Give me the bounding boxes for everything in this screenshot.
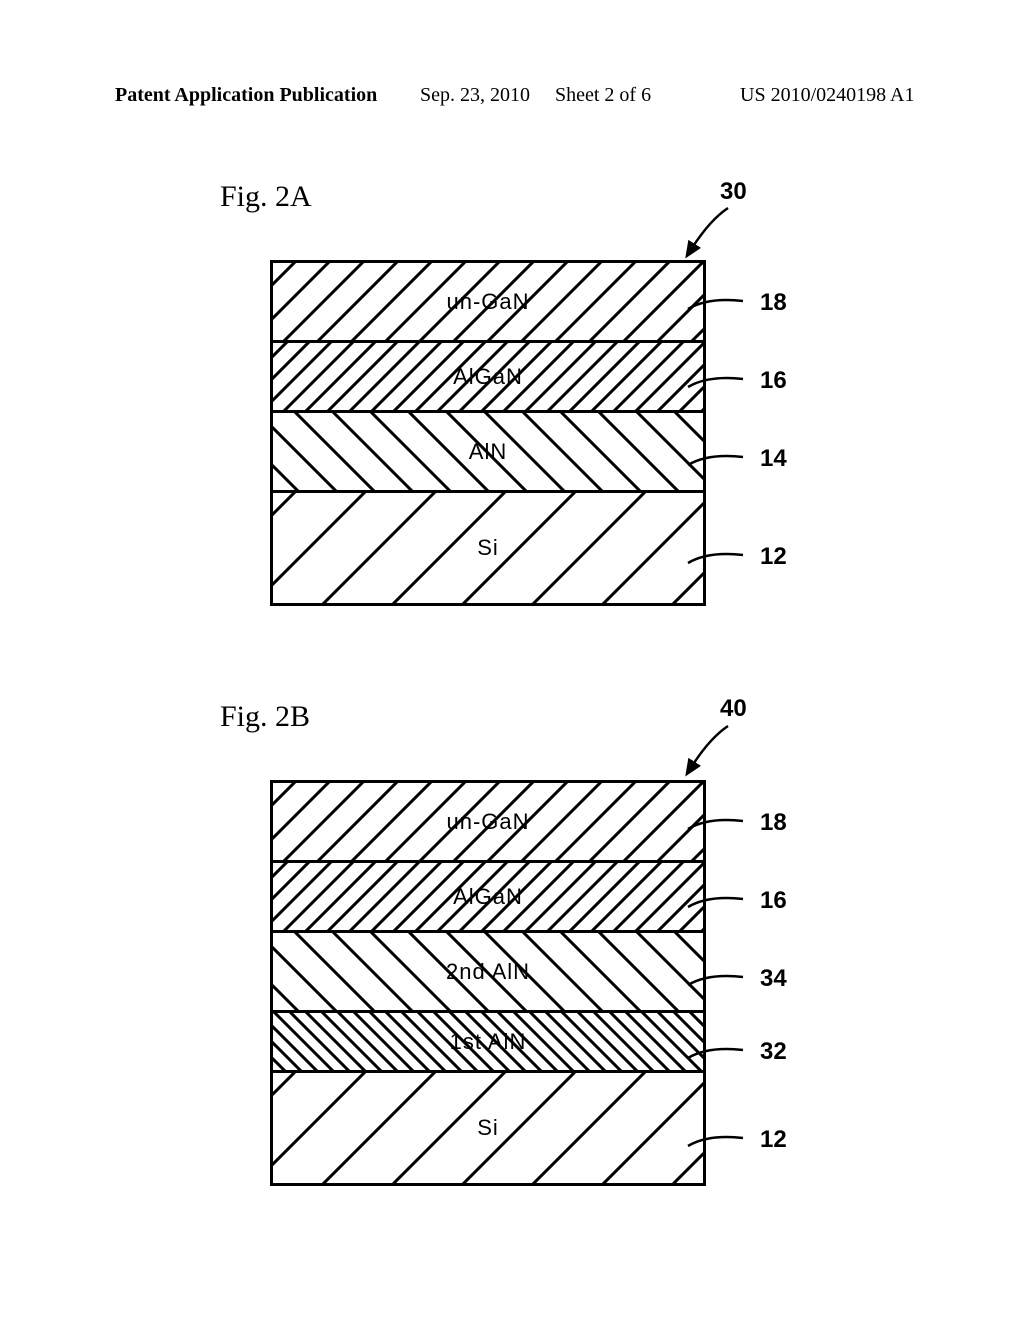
arrow-40 (680, 718, 740, 778)
layer-label: AlGaN (453, 884, 523, 910)
ref-34: 34 (760, 965, 787, 993)
layer-label: 2nd AlN (446, 959, 530, 985)
layer-stack-2a: un-GaN AlGaN AlN Si (270, 260, 706, 606)
ref-14: 14 (760, 445, 787, 473)
ref-18: 18 (760, 809, 787, 837)
layer-2nd-aln: 2nd AlN (273, 933, 703, 1013)
header-publication: Patent Application Publication (115, 84, 377, 107)
layer-label: 1st AlN (450, 1029, 527, 1055)
ref-12: 12 (760, 543, 787, 571)
layer-un-gan: un-GaN (273, 263, 703, 343)
layer-1st-aln: 1st AlN (273, 1013, 703, 1073)
layer-label: Si (477, 535, 499, 561)
layer-un-gan: un-GaN (273, 783, 703, 863)
header-sheet: Sheet 2 of 6 (555, 84, 651, 107)
ref-16: 16 (760, 887, 787, 915)
layer-label: un-GaN (446, 809, 529, 835)
ref-18: 18 (760, 289, 787, 317)
header-date: Sep. 23, 2010 (420, 84, 530, 107)
layer-si: Si (273, 1073, 703, 1183)
layer-label: AlGaN (453, 364, 523, 390)
ref-16: 16 (760, 367, 787, 395)
figure-2a-label: Fig. 2A (220, 180, 312, 214)
layer-stack-2b: un-GaN AlGaN 2nd AlN 1st AlN Si (270, 780, 706, 1186)
arrow-30 (680, 200, 740, 260)
figure-2b-label: Fig. 2B (220, 700, 310, 734)
layer-algan: AlGaN (273, 343, 703, 413)
layer-label: un-GaN (446, 289, 529, 315)
header-docnum: US 2010/0240198 A1 (740, 84, 914, 107)
page: Patent Application Publication Sep. 23, … (0, 0, 1024, 1320)
layer-algan: AlGaN (273, 863, 703, 933)
layer-aln: AlN (273, 413, 703, 493)
layer-label: Si (477, 1115, 499, 1141)
layer-label: AlN (469, 439, 507, 465)
layer-si: Si (273, 493, 703, 603)
ref-32: 32 (760, 1038, 787, 1066)
ref-12: 12 (760, 1126, 787, 1154)
